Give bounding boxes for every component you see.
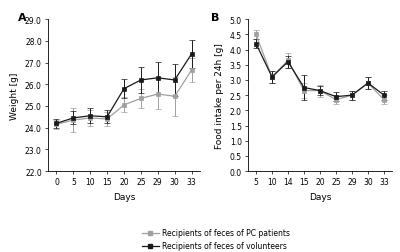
Y-axis label: Food intake per 24h [g]: Food intake per 24h [g] (215, 43, 224, 148)
Y-axis label: Weight [g]: Weight [g] (10, 72, 19, 119)
Legend: Recipients of feces of PC patients, Recipients of feces of volunteers: Recipients of feces of PC patients, Reci… (139, 226, 293, 252)
X-axis label: Days: Days (113, 192, 135, 201)
Text: B: B (210, 13, 219, 23)
Text: A: A (18, 13, 26, 23)
X-axis label: Days: Days (309, 192, 331, 201)
